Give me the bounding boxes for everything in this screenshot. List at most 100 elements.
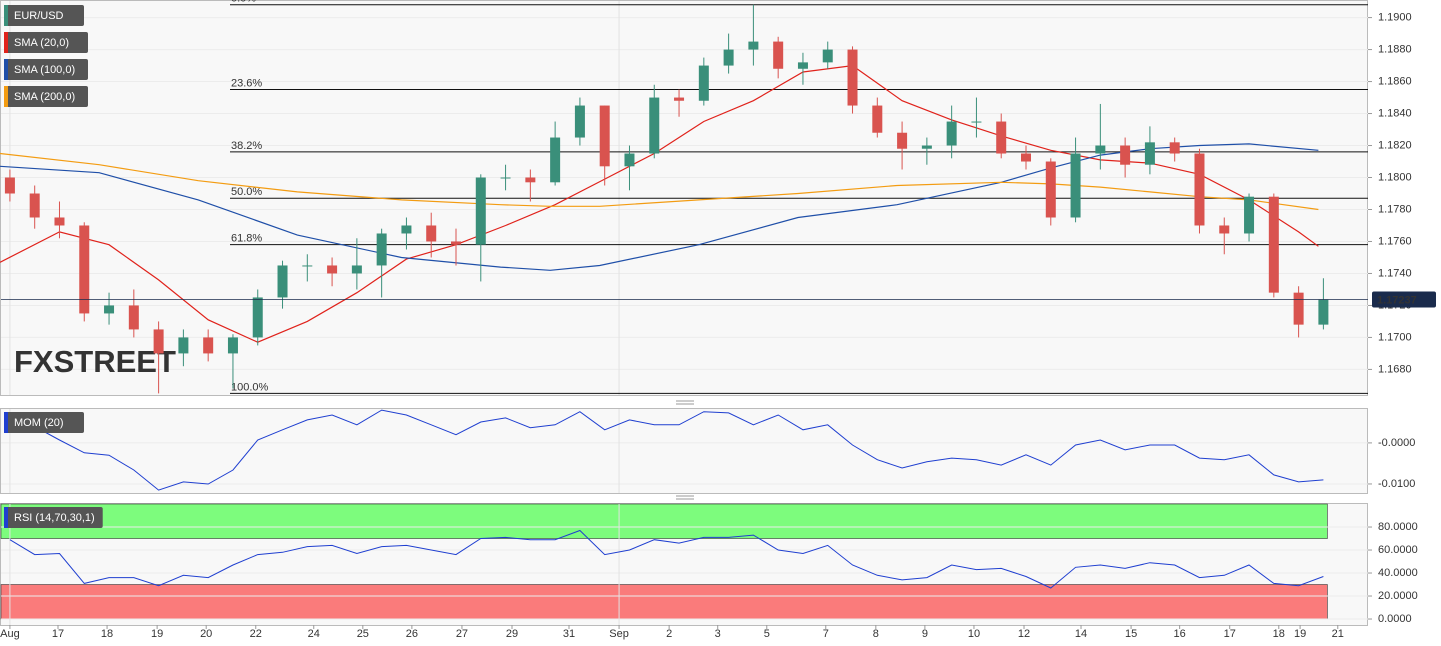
candle-body: [376, 233, 387, 266]
y-tick-label: 40.0000: [1378, 567, 1418, 579]
legend-label: SMA (100,0): [14, 64, 75, 76]
candle-body: [550, 137, 561, 183]
candle-body: [475, 177, 486, 245]
legend-label: SMA (200,0): [14, 91, 75, 103]
y-tick-label: 1.1880: [1378, 43, 1412, 55]
candle-body: [674, 97, 685, 101]
y-tick-label: -0.0100: [1378, 478, 1415, 490]
x-tick-label: 17: [52, 628, 64, 640]
y-tick-label: 60.0000: [1378, 544, 1418, 556]
candle-body: [401, 225, 412, 234]
y-tick-label: 1.1780: [1378, 203, 1412, 215]
x-tick-label: 3: [715, 628, 721, 640]
candle-body: [748, 41, 759, 50]
x-tick-label: Sep: [609, 628, 629, 640]
fib-label: 61.8%: [231, 233, 262, 245]
candle-body: [500, 177, 511, 179]
y-tick-label: 1.1700: [1378, 331, 1412, 343]
x-tick-label: 10: [968, 628, 980, 640]
y-tick-label: 1.1740: [1378, 267, 1412, 279]
x-tick-label: 9: [922, 628, 928, 640]
candle-body: [1318, 299, 1329, 325]
candle-body: [897, 132, 908, 149]
x-tick-label: 26: [406, 628, 418, 640]
x-tick-label: 5: [764, 628, 770, 640]
fib-label: 23.6%: [231, 77, 262, 89]
candle-body: [426, 225, 437, 242]
indicator-line: [9, 409, 1324, 491]
candle-body: [128, 305, 139, 330]
y-tick-label: 1.1760: [1378, 235, 1412, 247]
candle-body: [723, 49, 734, 66]
legend-item: EUR/USD: [4, 5, 84, 26]
legend-item: RSI (14,70,30,1): [4, 507, 103, 528]
x-tick-label: 19: [1294, 628, 1306, 640]
panel-grips: [676, 400, 694, 500]
legend-item: SMA (20,0): [4, 32, 88, 53]
candle-body: [525, 177, 536, 183]
legend-box: [4, 5, 84, 26]
legend-label: EUR/USD: [14, 10, 64, 22]
x-tick-label: 18: [1273, 628, 1285, 640]
y-tick-label: 1.1900: [1378, 11, 1412, 23]
x-tick-label: 16: [1174, 628, 1186, 640]
candle-body: [797, 62, 808, 69]
y-tick-label: 80.0000: [1378, 521, 1418, 533]
candle-body: [54, 217, 65, 226]
candle-body: [921, 145, 932, 149]
candle-body: [203, 337, 214, 354]
legend-item: MOM (20): [4, 412, 84, 433]
legend-item: SMA (200,0): [4, 86, 88, 107]
candle-body: [872, 105, 883, 133]
legend-box: [4, 32, 88, 53]
candle-body: [252, 297, 263, 338]
x-tick-label: 8: [873, 628, 879, 640]
candle-body: [1021, 153, 1031, 162]
legend-box: [4, 412, 84, 433]
candle-body: [451, 241, 461, 245]
last-price-box: [1372, 291, 1436, 308]
candle-body: [1194, 153, 1205, 226]
y-tick-label: 1.1680: [1378, 363, 1412, 375]
candle-body: [1070, 153, 1081, 218]
fib-label: 100.0%: [231, 381, 269, 393]
candle-body: [227, 337, 238, 354]
candle-body: [698, 65, 709, 101]
candle-body: [1293, 292, 1304, 325]
x-tick-label: 12: [1018, 628, 1030, 640]
candle-body: [1120, 145, 1131, 165]
candle-body: [1095, 145, 1106, 154]
legend-box: [4, 507, 103, 528]
x-tick-label: 20: [200, 628, 212, 640]
watermark: FX: [14, 344, 54, 379]
y-tick-label: 1.1820: [1378, 139, 1412, 151]
x-tick-label: 19: [151, 628, 163, 640]
legend-swatch: [4, 412, 8, 433]
x-tick-label: 14: [1075, 628, 1087, 640]
candle-body: [946, 121, 957, 146]
fib-label: 38.2%: [231, 140, 262, 152]
candle-body: [327, 265, 338, 274]
fib-label: 0.0%: [231, 0, 256, 5]
overbought-zone: [0, 503, 1328, 539]
y-tick-label: -0.0000: [1378, 437, 1415, 449]
sma-line: [0, 152, 1319, 211]
candle-body: [649, 97, 660, 154]
candle-body: [153, 329, 164, 354]
y-tick-label: 20.0000: [1378, 590, 1418, 602]
candle-body: [1144, 142, 1155, 165]
candle-body: [1244, 196, 1255, 234]
fib-label: 50.0%: [231, 186, 262, 198]
legend-swatch: [4, 32, 8, 53]
x-tick-label: 7: [823, 628, 829, 640]
x-tick-label: 17: [1224, 628, 1236, 640]
legend-label: SMA (20,0): [14, 37, 69, 49]
x-tick-label: 15: [1125, 628, 1137, 640]
panel: [0, 408, 1368, 494]
candle-body: [1045, 161, 1056, 218]
candle-body: [773, 41, 784, 69]
candle-body: [4, 177, 15, 194]
legend-swatch: [4, 5, 8, 26]
candle-body: [624, 153, 635, 167]
